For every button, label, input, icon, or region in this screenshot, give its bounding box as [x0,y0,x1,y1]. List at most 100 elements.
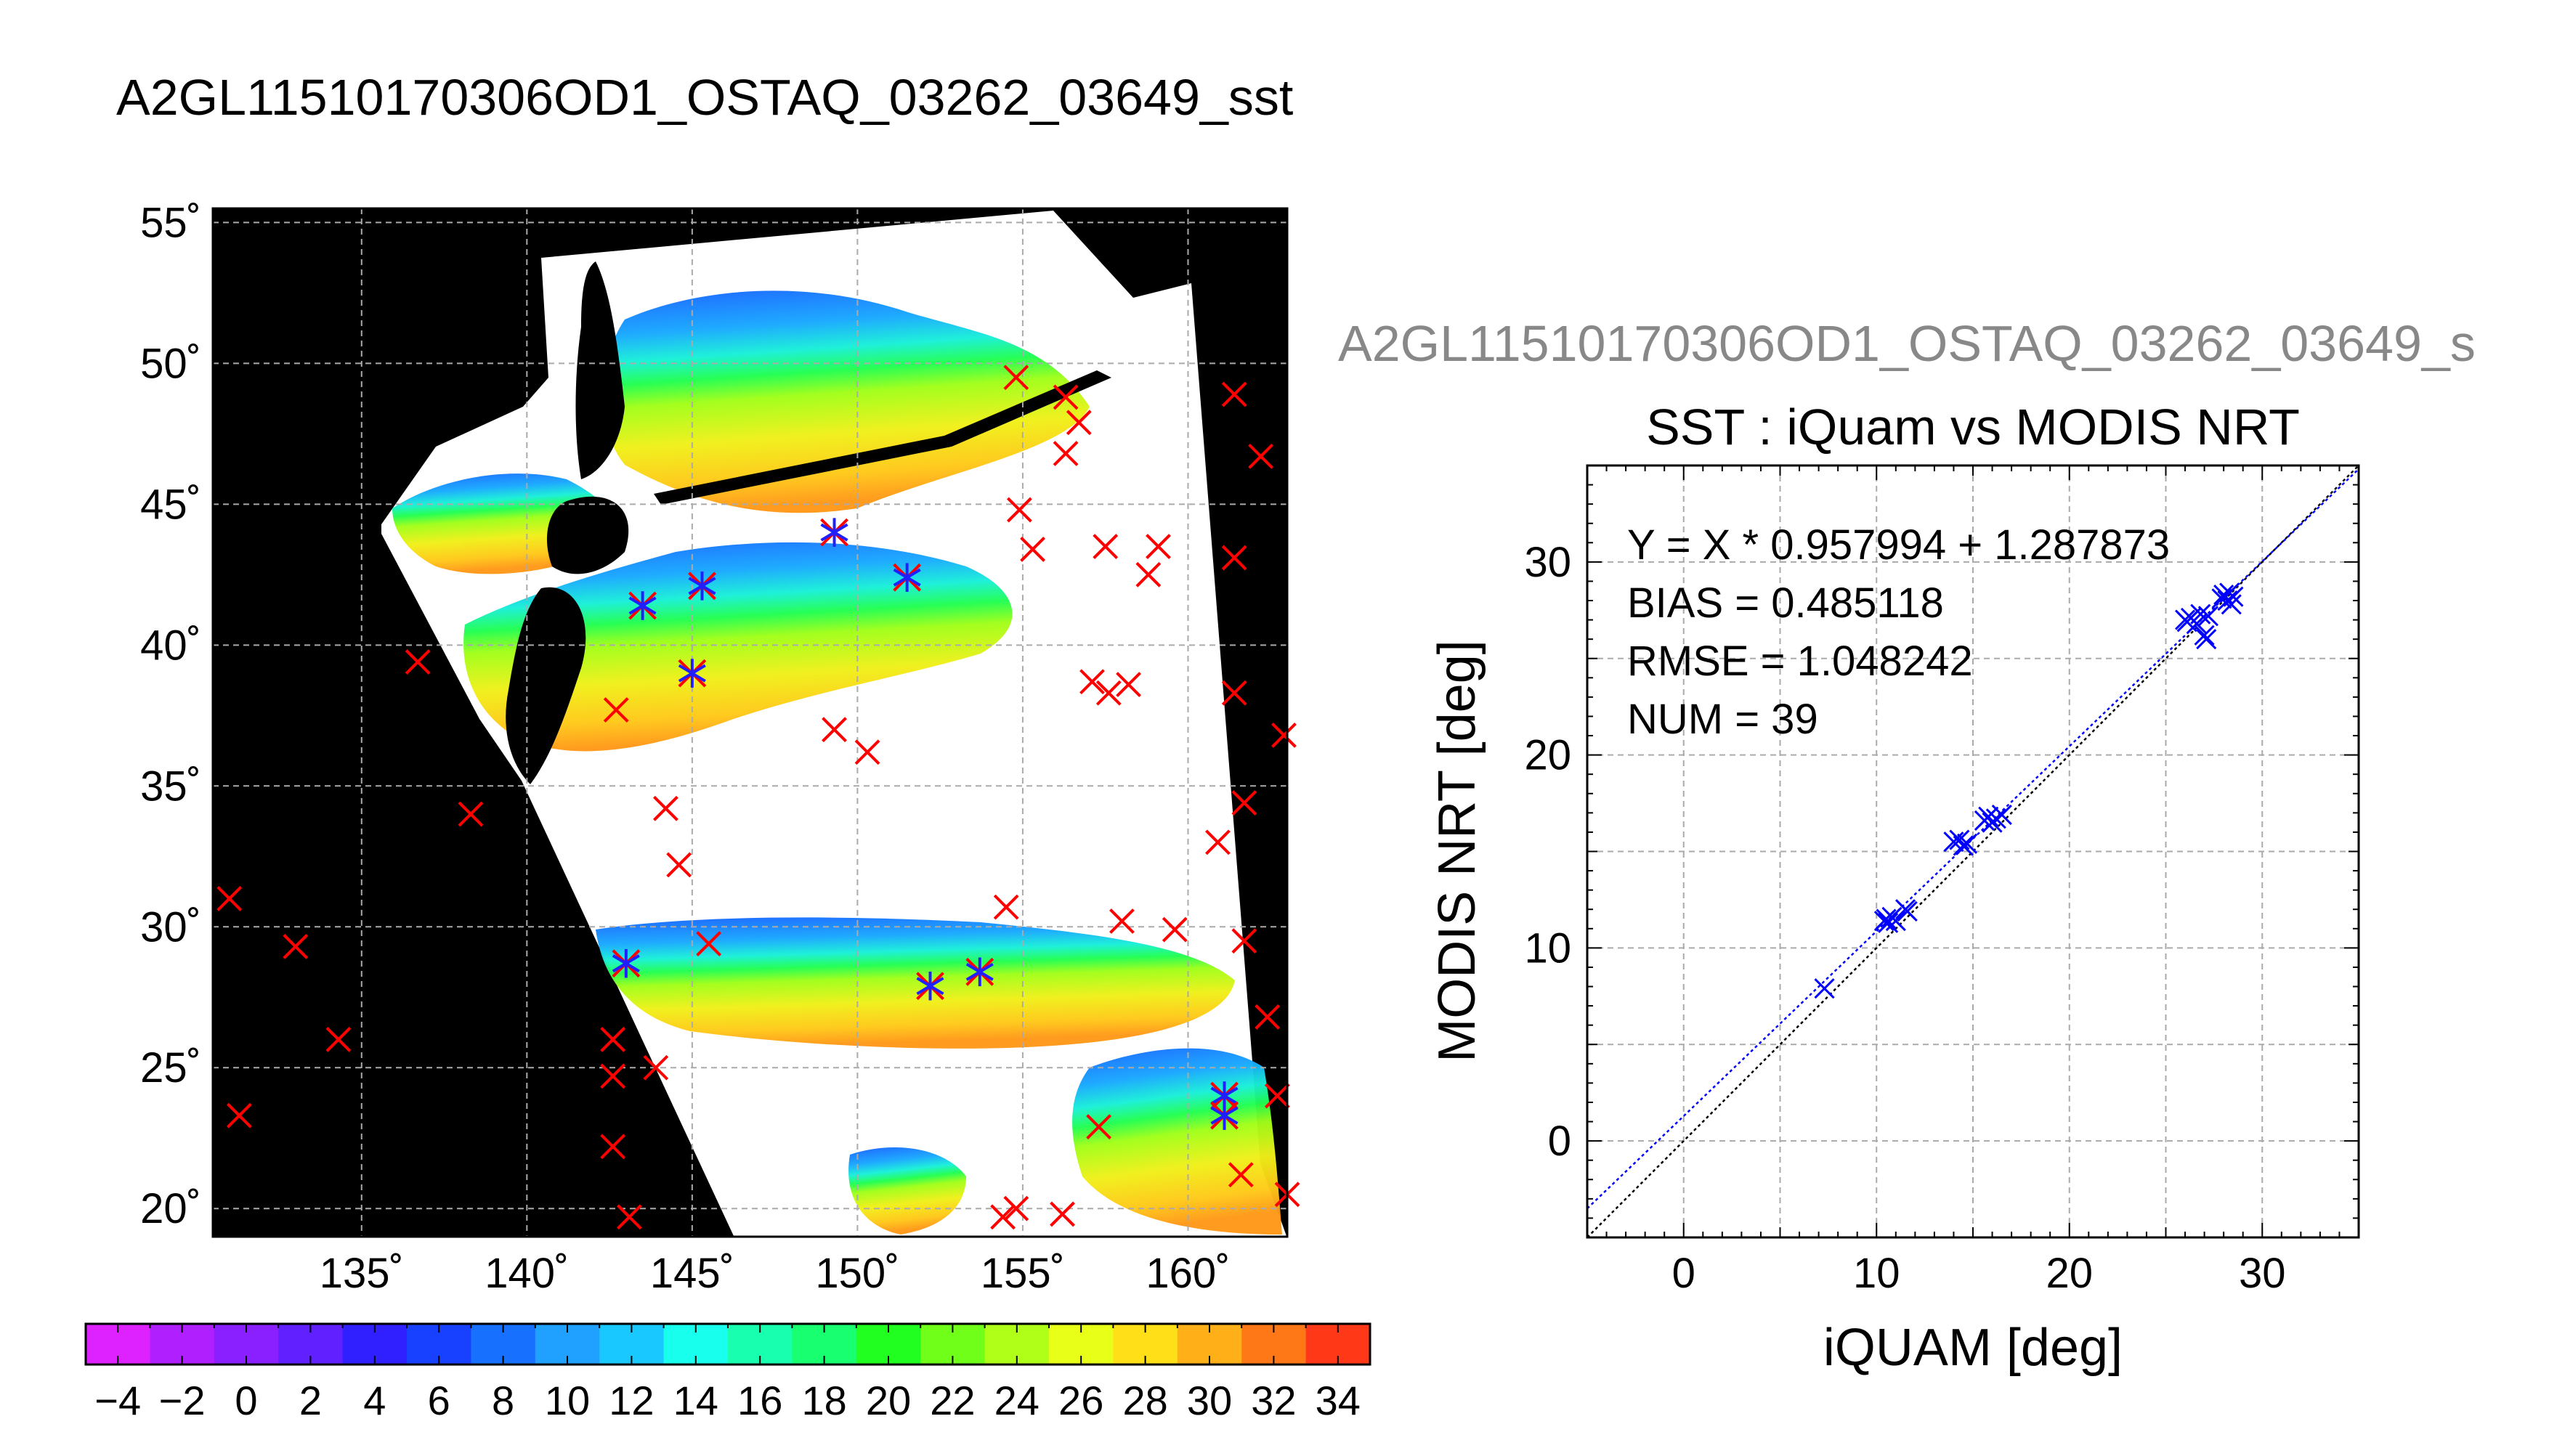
unmatched-marker [325,1027,352,1052]
scatter-point [1991,804,2012,826]
colorbar-tick-label: −2 [159,1378,206,1423]
marker-stroke [643,1054,669,1081]
unmatched-marker [405,649,431,675]
marker-stroke [616,1204,642,1230]
sst-region-southeast [1072,1048,1282,1235]
land-masses [506,261,1111,784]
unmatched-marker [1221,381,1247,407]
unmatched-marker [854,739,880,765]
unmatched-marker [1248,443,1274,469]
scatter-point [1897,900,1918,922]
unmatched-marker [600,1134,626,1160]
map-lat-ticks: 55˚ 50˚ 45˚ 40˚ 35˚ 30˚ 25˚ 20˚ [140,199,201,1232]
sst-region-south [596,917,1235,1049]
colorbar-tick-label: 4 [363,1378,386,1423]
unmatched-marker [1079,669,1105,695]
scatter-y-tick-label: 0 [1548,1118,1571,1165]
map-lat-tick-label: 55˚ [140,199,201,246]
map-grid [213,208,1287,1237]
scatter-point [2221,594,2242,615]
kuril-chain [654,370,1111,505]
unmatched-marker [1053,441,1079,466]
scatter-point-stroke [1885,911,1906,932]
marker-stroke [653,795,678,821]
colorbar-tick-label: 16 [737,1378,782,1423]
map-frame [211,207,1289,1238]
scatter-minor-ticks [1586,465,2359,1238]
scatter-point [1885,911,1906,932]
scatter-point-stroke [1991,804,2012,826]
scatter-point [2223,586,2244,607]
y-axis-label: MODIS NRT [deg] [1428,640,1486,1062]
marker-stroke [1003,1195,1029,1221]
scatter-frame [1586,464,2360,1239]
unmatched-marker [666,852,692,878]
matched-markers [612,518,1239,1130]
scatter-annotations: Y = X * 0.957994 + 1.287873 BIAS = 0.4851… [1627,521,2170,743]
scatter-y-tick-label: 30 [1524,539,1571,586]
scatter-point-stroke [1956,833,1978,854]
marker-stroke [1053,384,1079,410]
matched-marker [628,591,657,620]
scatter-point-stroke [1876,908,1897,930]
unmatched-marker [1003,365,1029,391]
map-lat-tick-label: 50˚ [140,340,201,387]
marker-stroke [1053,441,1079,466]
colorbar-tick-label: 0 [235,1378,257,1423]
colorbar-ticks: −4 −2 0 2 4 6 8 10 12 14 16 18 20 22 24 26 28 30 32 34 [94,1324,1361,1423]
colorbar: −4 −2 0 2 4 6 8 10 12 14 16 18 20 22 24 26 28 30 32 34 [84,1322,1371,1423]
scatter-point-stroke [2197,606,2218,627]
marker-stroke [226,1102,252,1128]
colorbar-tick-label: 28 [1122,1378,1167,1423]
marker-stroke [1093,534,1119,559]
unmatched-marker [1053,384,1079,410]
map-lon-tick-label: 160˚ [1146,1250,1230,1297]
scatter-x-tick-label: 30 [2239,1250,2286,1297]
sst-region-north [603,290,1090,513]
matched-marker [893,563,922,593]
marker-stroke [1079,669,1105,695]
marker-stroke [458,801,484,827]
scatter-point [1814,978,1835,999]
scatter-grid [1587,465,2359,1237]
marker-stroke [1255,1004,1281,1030]
map-lat-tick-label: 40˚ [140,622,201,669]
unmatched-marker [1116,672,1141,698]
unmatched-marker [1006,497,1032,523]
unmatched-marker [1264,1083,1290,1109]
colorbar-tick-label: 8 [492,1378,514,1423]
unmatched-marker [1146,534,1171,559]
marker-stroke [283,934,309,959]
scatter-y-tick-label: 20 [1524,732,1571,779]
colorbar-tick-label: 12 [609,1378,654,1423]
marker-stroke [600,1063,626,1089]
scatter-point [2197,606,2218,627]
scatter-x-tick-label: 0 [1672,1250,1695,1297]
marker-stroke [1146,534,1171,559]
unmatched-marker [1020,536,1046,562]
matched-marker [916,971,944,1001]
unmatched-marker [1221,680,1247,706]
scatter-points [1814,582,2244,999]
scatter-point-stroke [1814,978,1835,999]
unmatched-marker [1066,410,1092,436]
unmatched-marker [822,717,847,743]
scatter-point-stroke [2221,594,2242,615]
identity-line [1587,465,2359,1237]
scatter-point-stroke [2196,629,2217,650]
colorbar-tick-label: 34 [1316,1378,1361,1423]
scatter-x-ticks: 0 10 20 30 [1672,1250,2286,1297]
unmatched-marker [1086,1114,1112,1140]
sst-regions [392,290,1282,1235]
marker-stroke [993,894,1019,920]
marker-stroke [1095,680,1122,706]
marker-stroke [600,1027,626,1052]
scatter-annotation: BIAS = 0.485118 [1627,579,1944,627]
map-lat-tick-label: 35˚ [140,762,201,810]
unmatched-marker [1231,790,1257,816]
marker-stroke [600,1134,626,1160]
marker-stroke [1264,1083,1290,1109]
marker-stroke [1231,790,1257,816]
unmatched-marker [1231,928,1257,954]
marker-stroke [1116,672,1141,698]
